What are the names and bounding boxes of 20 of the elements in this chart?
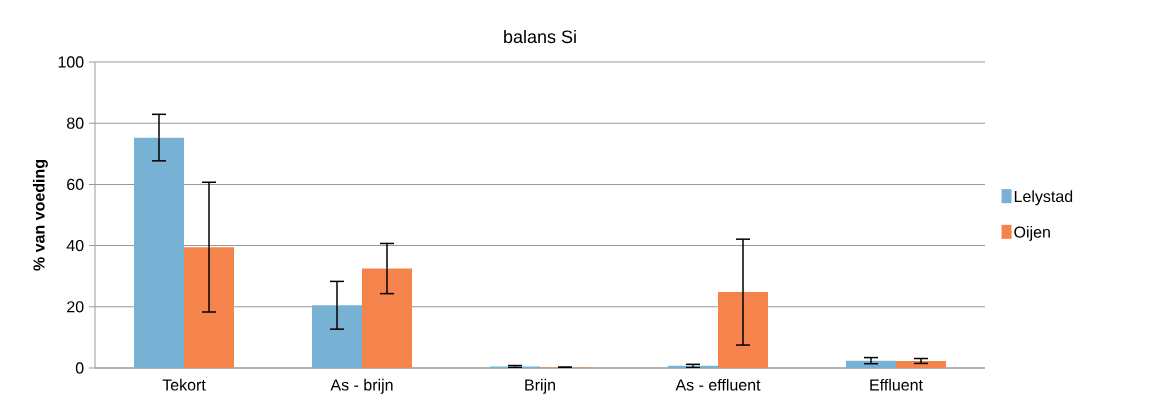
legend-label: Lelystad bbox=[1014, 190, 1073, 206]
y-tick-label: 100 bbox=[58, 56, 84, 68]
y-tick-label: 0 bbox=[75, 362, 84, 374]
y-tick-label: 20 bbox=[67, 301, 84, 313]
y-axis-title: % van voeding bbox=[32, 160, 48, 271]
y-tick-label: 60 bbox=[67, 178, 84, 191]
x-tick-label: Effluent bbox=[870, 378, 923, 391]
chart-title: balans Si bbox=[504, 29, 576, 44]
x-tick-label: Tekort bbox=[162, 378, 206, 391]
bar bbox=[134, 137, 184, 368]
x-tick-label: As - effluent bbox=[675, 378, 761, 391]
bar bbox=[846, 360, 897, 368]
y-tick-label: 40 bbox=[66, 239, 84, 252]
y-tick-label: 80 bbox=[67, 117, 84, 129]
bar bbox=[312, 305, 363, 368]
x-tick-label: As - brijn bbox=[330, 378, 393, 394]
bar bbox=[362, 268, 413, 368]
legend-label: Oijen bbox=[1014, 226, 1050, 241]
x-tick-label: Brijn bbox=[525, 378, 555, 394]
bar bbox=[896, 360, 947, 368]
